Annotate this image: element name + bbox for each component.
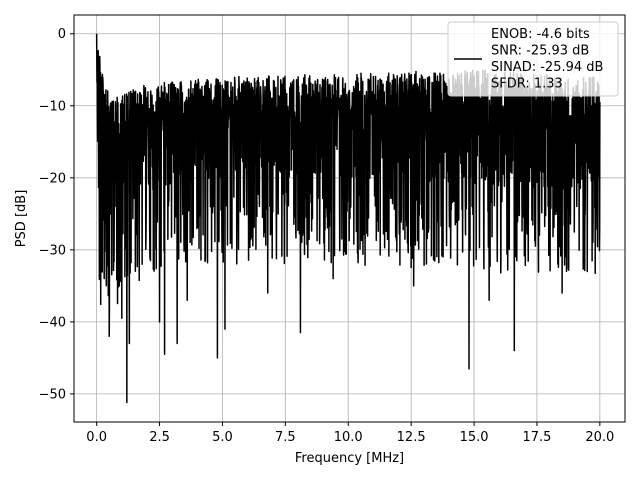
plot-area (95, 33, 601, 404)
y-tick-label: −40 (39, 315, 66, 330)
legend-enob: ENOB: -4.6 bits (491, 27, 590, 42)
y-axis-ticks: 0 −10 −20 −30 −40 −50 (39, 27, 74, 402)
x-tick-label: 10.0 (334, 430, 363, 445)
x-tick-label: 17.5 (522, 430, 551, 445)
x-tick-label: 12.5 (397, 430, 426, 445)
legend-sfdr: SFDR: 1.33 (491, 77, 563, 92)
y-tick-label: −30 (39, 243, 66, 258)
y-tick-label: −10 (39, 99, 66, 114)
x-axis-ticks: 0.0 2.5 5.0 7.5 10.0 12.5 15.0 17.5 20.0 (86, 422, 614, 445)
x-tick-label: 0.0 (86, 430, 107, 445)
y-tick-label: −50 (39, 387, 66, 402)
psd-series-line (95, 33, 601, 404)
x-tick-label: 15.0 (460, 430, 489, 445)
x-tick-label: 7.5 (275, 430, 296, 445)
x-tick-label: 20.0 (585, 430, 614, 445)
y-tick-label: 0 (58, 27, 66, 42)
legend-box (447, 21, 619, 97)
y-tick-label: −20 (39, 171, 66, 186)
x-axis-label: Frequency [MHz] (295, 451, 404, 466)
legend-snr: SNR: -25.93 dB (491, 44, 589, 59)
legend-sinad: SINAD: -25.94 dB (491, 60, 603, 75)
axes-frame (73, 14, 626, 423)
x-tick-label: 2.5 (149, 430, 170, 445)
legend: ENOB: -4.6 bits SNR: -25.93 dB SINAD: -2… (447, 21, 619, 97)
x-tick-label: 5.0 (212, 430, 233, 445)
y-axis-label: PSD [dB] (14, 190, 29, 248)
